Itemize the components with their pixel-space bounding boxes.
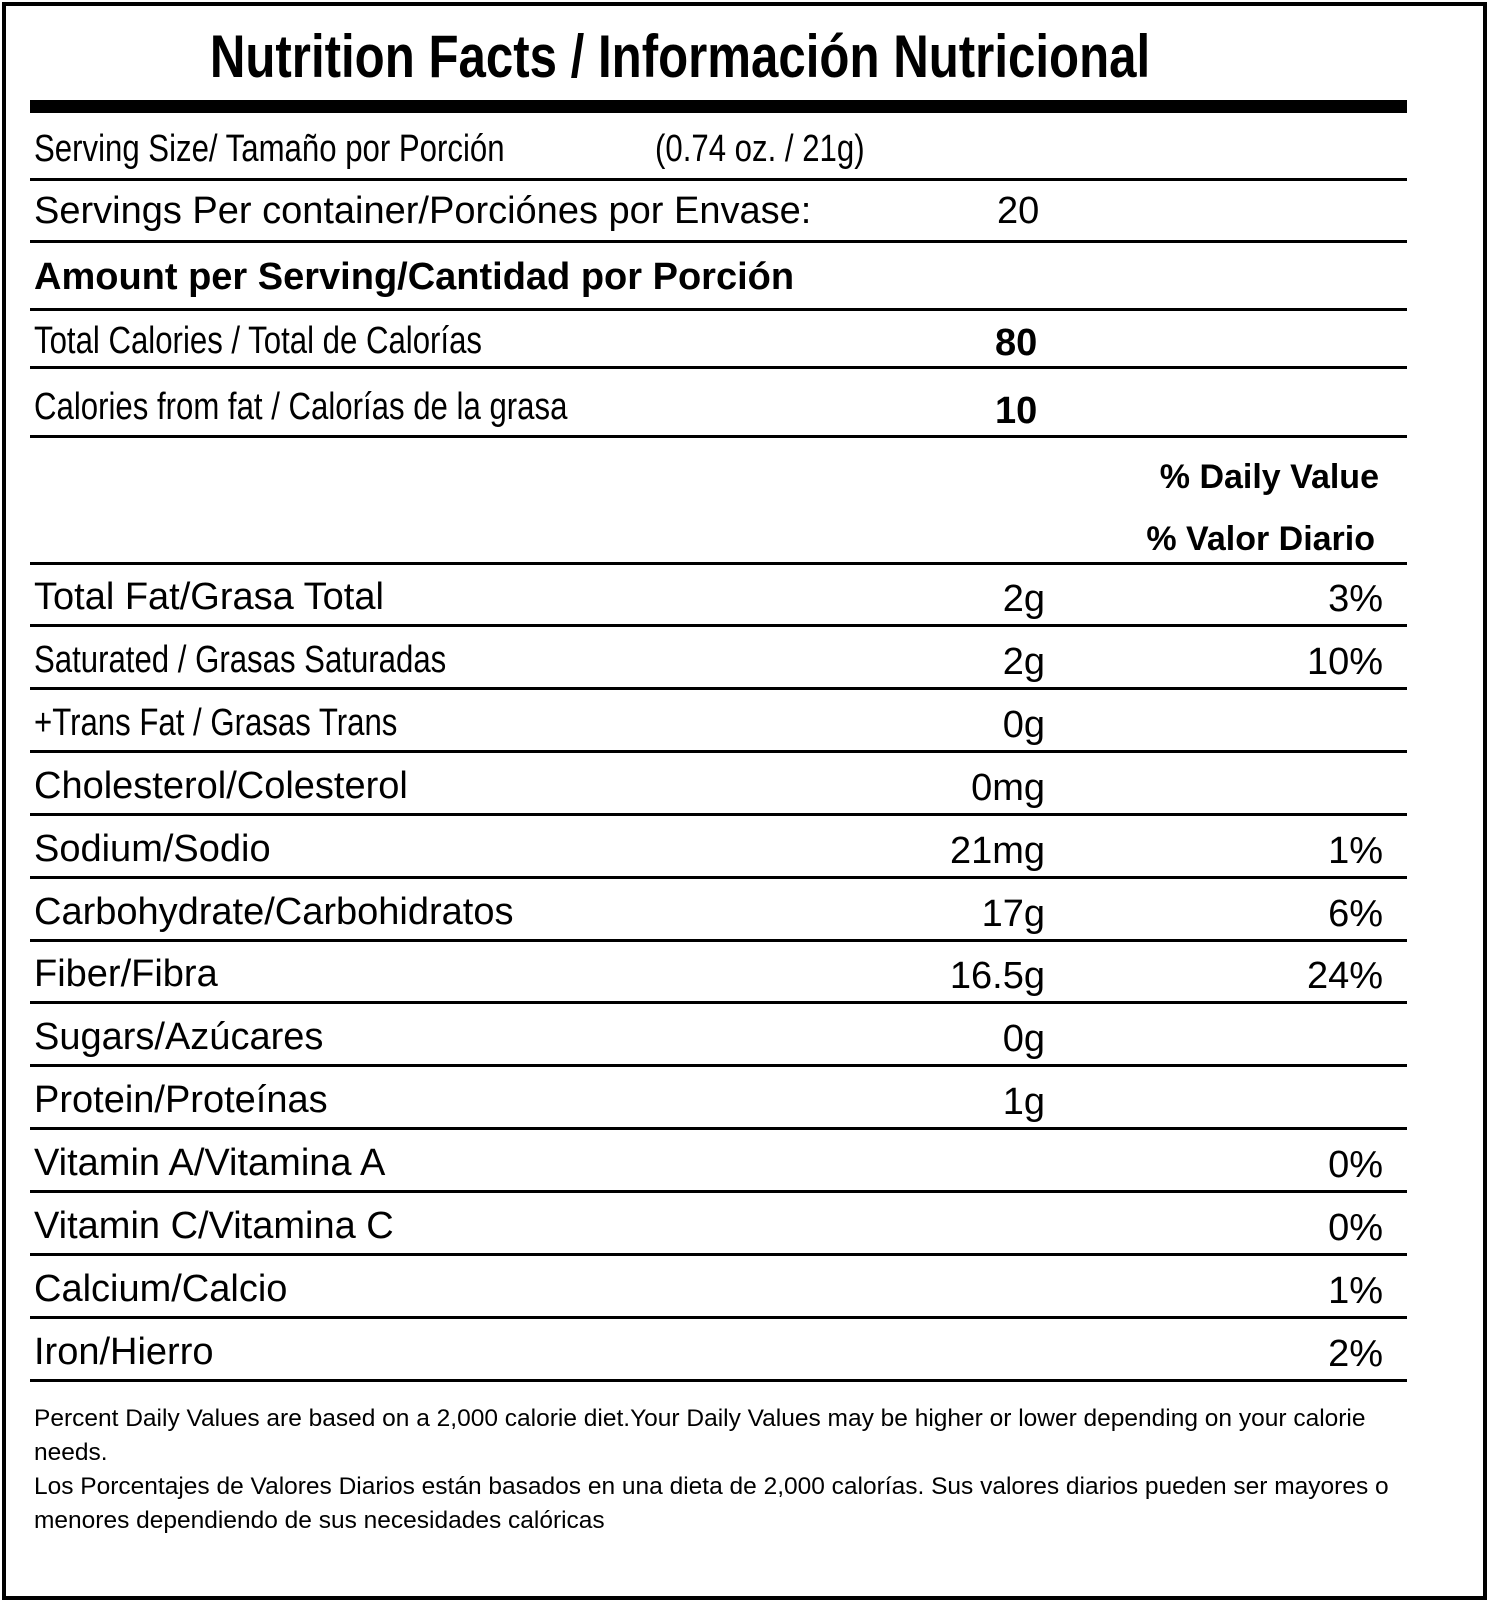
nutrient-percent: 24% xyxy=(1306,955,1383,998)
nutrient-percent: 10% xyxy=(1306,640,1383,683)
nutrient-amount: 16.5g xyxy=(949,955,1045,998)
total-calories-label: Total Calories / Total de Calorías xyxy=(34,320,483,362)
divider xyxy=(30,1064,1407,1068)
nutrient-label: Sugars/Azúcares xyxy=(34,1016,324,1059)
divider xyxy=(30,308,1407,311)
total-calories-value: 80 xyxy=(995,322,1038,364)
divider xyxy=(30,1253,1407,1256)
serving-size-value: (0.74 oz. / 21g) xyxy=(655,128,865,170)
nutrient-amount: 0mg xyxy=(971,766,1045,809)
nutrient-label: Cholesterol/Colesterol xyxy=(34,764,408,807)
nutrient-percent: 0% xyxy=(1328,1207,1383,1249)
nutrient-label: Vitamin A/Vitamina A xyxy=(34,1142,386,1185)
nutrient-amount: 1g xyxy=(1002,1081,1045,1124)
nutrient-percent: 2% xyxy=(1328,1332,1383,1375)
divider xyxy=(30,686,1407,690)
nutrient-label: Carbohydrate/Carbohidratos xyxy=(34,890,514,933)
divider xyxy=(30,1190,1407,1194)
amount-per-serving-heading: Amount per Serving/Cantidad por Porción xyxy=(34,256,795,298)
divider xyxy=(30,812,1407,816)
nutrient-label: Total Fat/Grasa Total xyxy=(34,576,384,618)
divider xyxy=(30,178,1407,181)
serving-size-label: Serving Size/ Tamaño por Porción xyxy=(34,128,505,170)
divider xyxy=(30,240,1407,243)
nutrient-amount: 0g xyxy=(1002,703,1045,746)
divider xyxy=(30,1127,1407,1131)
nutrient-label: Vitamin C/Vitamina C xyxy=(34,1205,394,1247)
calories-from-fat-value: 10 xyxy=(995,390,1038,432)
servings-per-container-value: 20 xyxy=(997,190,1040,232)
footnote-en: Percent Daily Values are based on a 2,00… xyxy=(34,1405,1366,1466)
nutrient-label: Saturated / Grasas Saturadas xyxy=(34,638,447,681)
divider xyxy=(30,562,1407,565)
divider xyxy=(30,366,1407,369)
nutrient-percent: 6% xyxy=(1328,892,1383,935)
nutrient-percent: 3% xyxy=(1328,578,1383,620)
footnote-es: Los Porcentajes de Valores Diarios están… xyxy=(34,1473,1389,1534)
divider xyxy=(30,1001,1407,1005)
daily-value-header-en: % Daily Value xyxy=(1159,458,1379,496)
divider xyxy=(30,938,1407,942)
nutrient-label: Calcium/Calcio xyxy=(34,1267,288,1310)
divider xyxy=(30,1378,1407,1382)
nutrient-label: Iron/Hierro xyxy=(34,1330,214,1373)
divider xyxy=(30,624,1407,627)
divider xyxy=(30,1315,1407,1319)
daily-value-header-es: % Valor Diario xyxy=(1146,520,1375,558)
nutrient-percent: 0% xyxy=(1328,1144,1383,1187)
calories-from-fat-label: Calories from fat / Calorías de la grasa xyxy=(34,386,568,428)
nutrient-amount: 2g xyxy=(1002,578,1045,620)
divider xyxy=(30,435,1407,438)
servings-per-container-label: Servings Per container/Porciónes por Env… xyxy=(34,190,812,232)
nutrient-amount: 17g xyxy=(981,892,1045,935)
nutrient-label: +Trans Fat / Grasas Trans xyxy=(34,701,398,744)
nutrient-label: Protein/Proteínas xyxy=(34,1079,328,1122)
nutrient-label: Sodium/Sodio xyxy=(34,827,271,870)
nutrient-percent: 1% xyxy=(1328,1269,1383,1312)
thick-divider xyxy=(30,100,1407,113)
footnote: Percent Daily Values are based on a 2,00… xyxy=(34,1402,1414,1538)
nutrient-label: Fiber/Fibra xyxy=(34,953,218,996)
nutrient-amount: 2g xyxy=(1002,640,1045,683)
nutrient-amount: 0g xyxy=(1002,1018,1045,1061)
nutrient-percent: 1% xyxy=(1328,829,1383,872)
label-title: Nutrition Facts / Información Nutriciona… xyxy=(209,23,1151,90)
divider xyxy=(30,875,1407,879)
nutrient-amount: 21mg xyxy=(949,829,1045,872)
divider xyxy=(30,749,1407,753)
